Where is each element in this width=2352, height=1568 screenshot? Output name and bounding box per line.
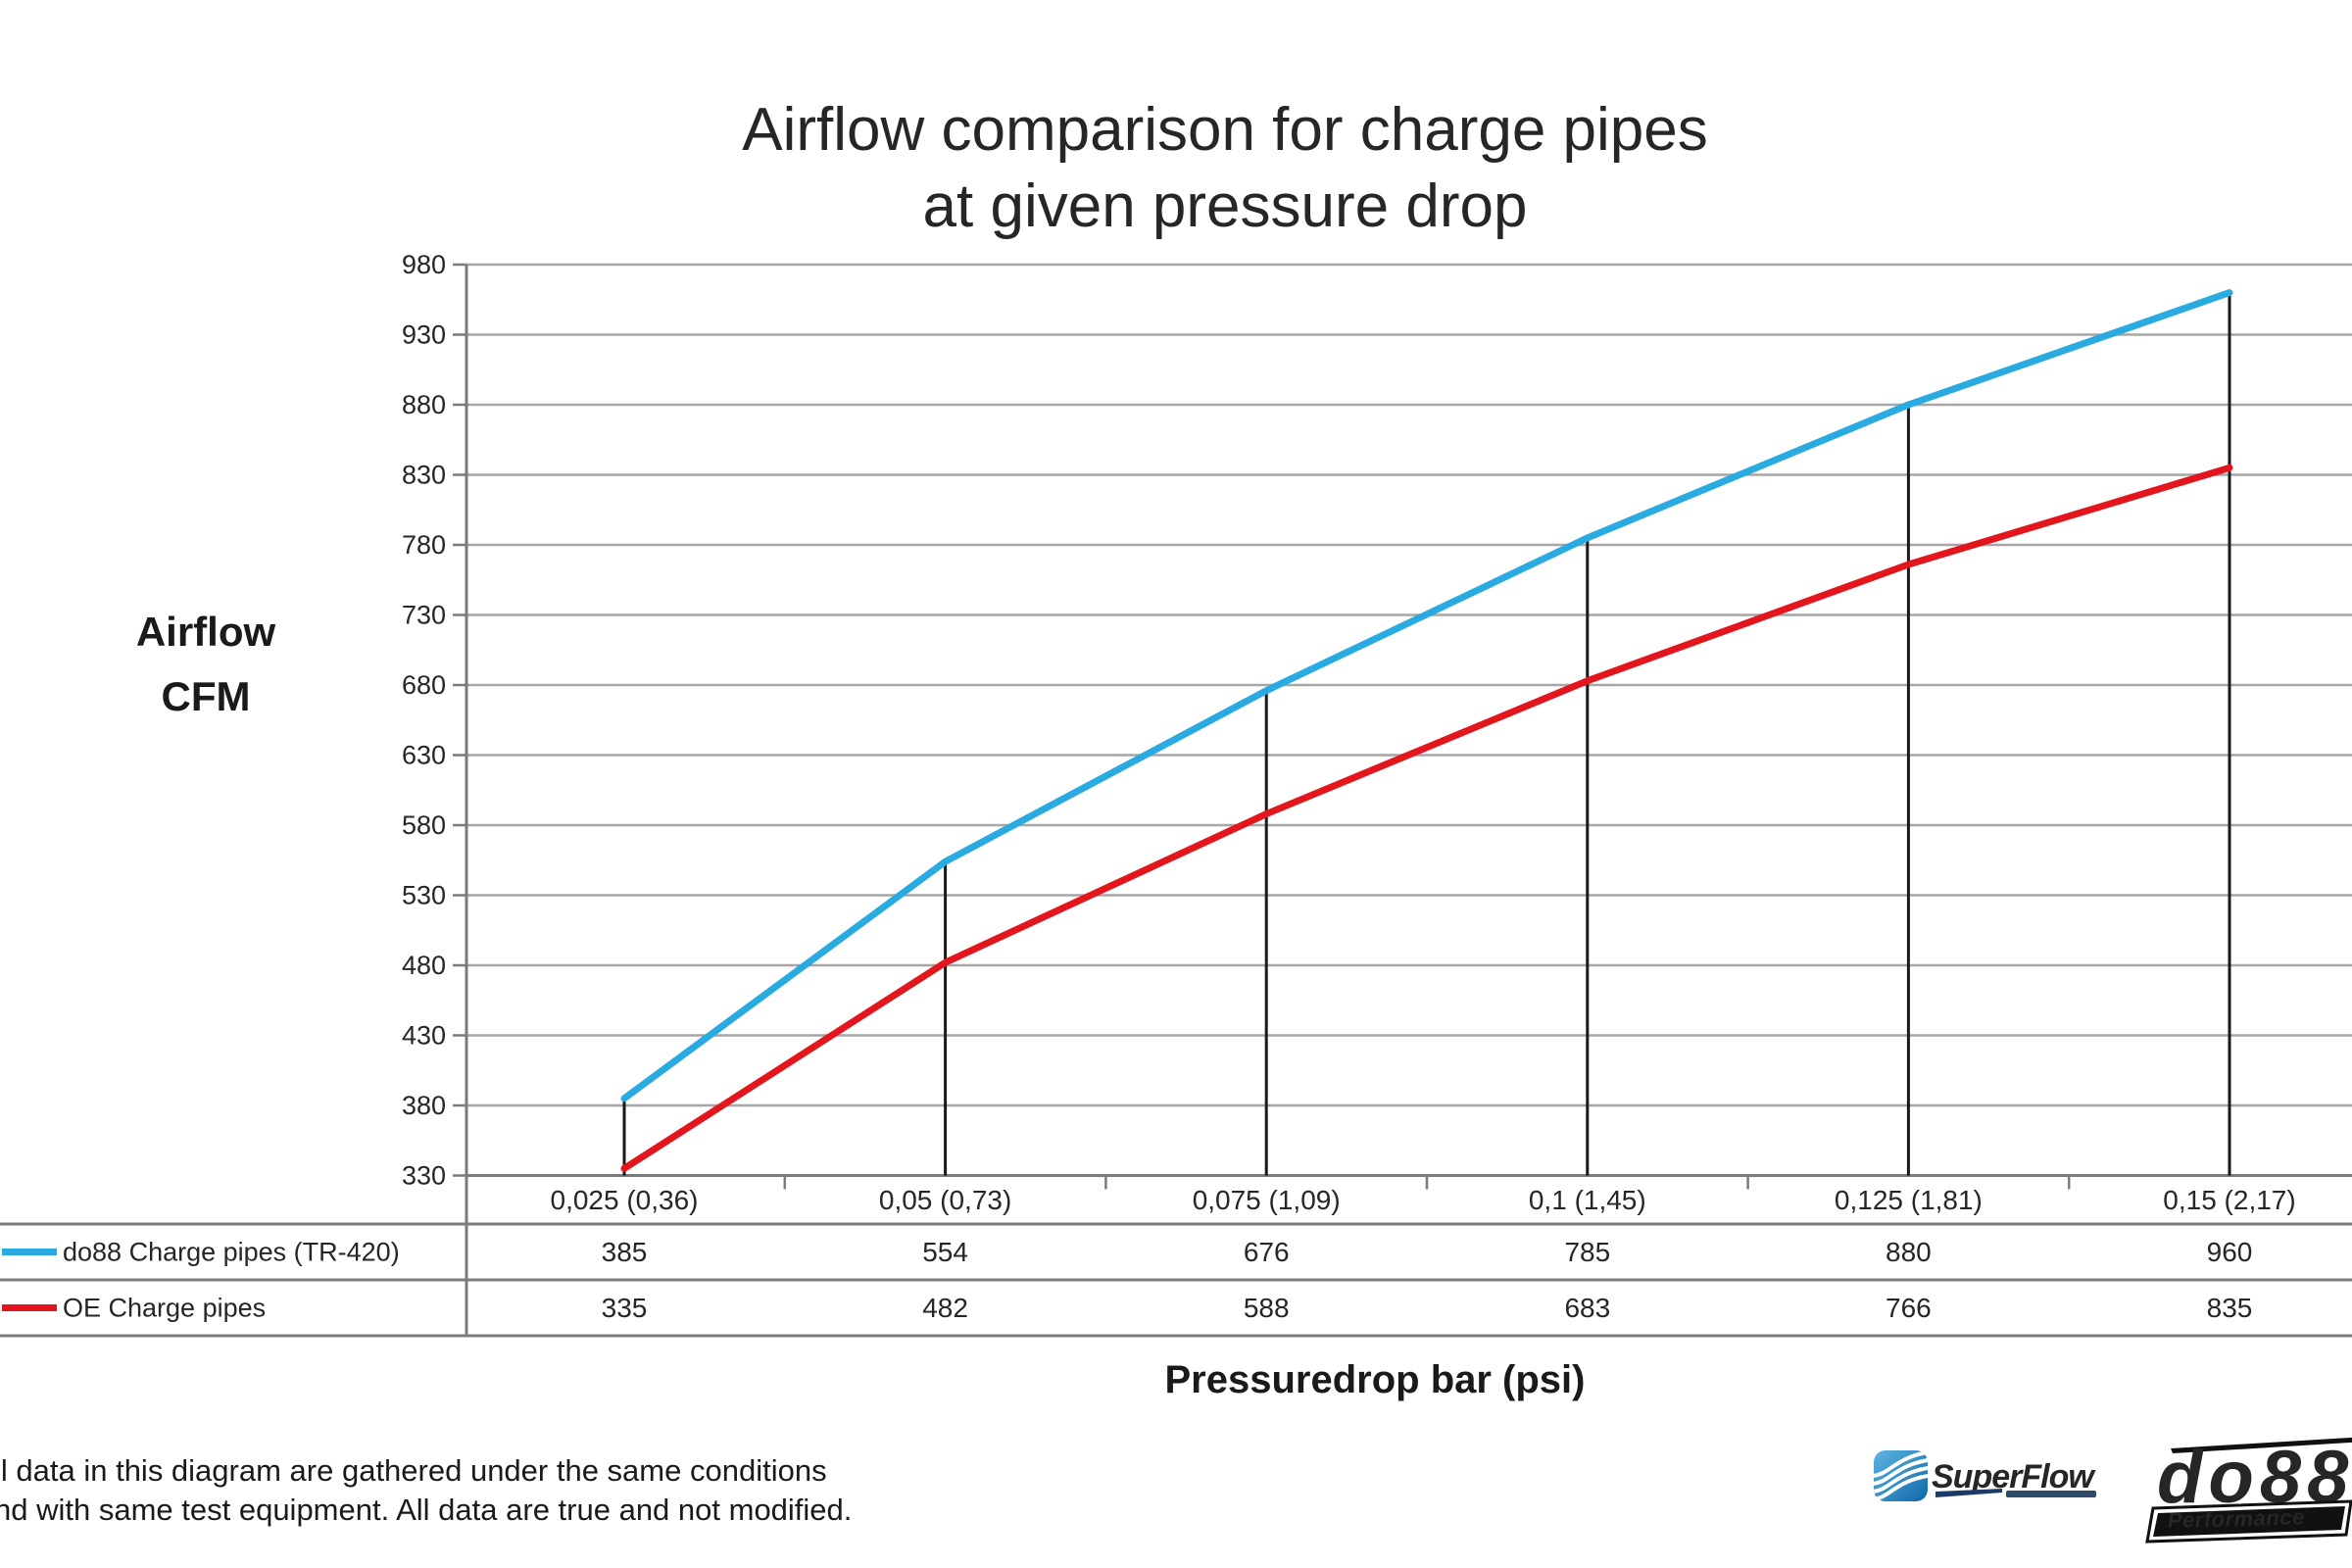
value-cell: 766 <box>1886 1293 1932 1323</box>
y-tick-label: 580 <box>402 810 446 840</box>
value-cell: 335 <box>602 1293 648 1323</box>
y-tick-label: 630 <box>402 741 446 770</box>
superflow-icon <box>1874 1450 1928 1501</box>
category-label: 0,1 (1,45) <box>1529 1185 1646 1215</box>
category-label: 0,05 (0,73) <box>879 1185 1011 1215</box>
footnote: ll data in this diagram are gathered und… <box>0 1451 1366 1530</box>
y-tick-label: 480 <box>402 951 446 980</box>
y-tick-label: 980 <box>402 250 446 279</box>
legend-label: do88 Charge pipes (TR-420) <box>63 1238 400 1267</box>
value-cell: 785 <box>1564 1237 1610 1267</box>
do88-swoosh <box>2171 1437 2352 1453</box>
category-label: 0,15 (2,17) <box>2163 1185 2295 1215</box>
y-axis-label-line2: CFM <box>161 673 251 719</box>
y-tick-label: 780 <box>402 530 446 560</box>
y-tick-label: 680 <box>402 670 446 700</box>
superflow-tagline-strip <box>2006 1491 2096 1497</box>
series-line-oe <box>620 464 2233 1172</box>
value-cell: 880 <box>1886 1237 1932 1267</box>
superflow-underline-swoosh <box>1936 1489 2002 1497</box>
footnote-line1: ll data in this diagram are gathered und… <box>0 1453 827 1488</box>
superflow-logo: SuperFlow <box>1874 1450 2097 1501</box>
superflow-wordmark: SuperFlow <box>1932 1458 2096 1495</box>
y-tick-label: 830 <box>402 461 446 490</box>
y-tick-label: 530 <box>402 881 446 910</box>
category-label: 0,025 (0,36) <box>551 1185 699 1215</box>
y-tick-label: 430 <box>402 1021 446 1051</box>
y-axis-label-line1: Airflow <box>135 609 276 655</box>
legend-label: OE Charge pipes <box>63 1294 266 1323</box>
y-tick-label: 880 <box>402 390 446 419</box>
value-cell: 385 <box>602 1237 648 1267</box>
value-cell: 482 <box>922 1293 968 1323</box>
do88-band <box>2153 1506 2345 1537</box>
category-label: 0,075 (1,09) <box>1193 1185 1341 1215</box>
y-tick-label: 930 <box>402 320 446 350</box>
do88-logo: do88 Performance <box>2145 1436 2352 1544</box>
x-axis-title: Pressuredrop bar (psi) <box>1164 1358 1586 1401</box>
y-tick-label: 330 <box>402 1161 446 1191</box>
chart-title: Airflow comparison for charge pipes at g… <box>147 92 2303 245</box>
category-label: 0,125 (1,81) <box>1835 1185 1983 1215</box>
do88-performance-text: Performance <box>2167 1504 2305 1533</box>
chart-title-line2: at given pressure drop <box>922 172 1528 240</box>
value-cell: 676 <box>1244 1237 1290 1267</box>
series-line-do88 <box>620 289 2233 1102</box>
value-cell: 554 <box>922 1237 968 1267</box>
value-cell: 960 <box>2207 1237 2253 1267</box>
y-tick-label: 380 <box>402 1091 446 1120</box>
chart-title-line1: Airflow comparison for charge pipes <box>742 96 1708 164</box>
y-axis-label: Airflow CFM <box>108 600 304 729</box>
y-tick-label: 730 <box>402 601 446 630</box>
value-cell: 683 <box>1564 1293 1610 1323</box>
value-cell: 835 <box>2207 1293 2253 1323</box>
footnote-line2: nd with same test equipment. All data ar… <box>0 1493 853 1527</box>
value-cell: 588 <box>1244 1293 1290 1323</box>
do88-band-border <box>2145 1499 2352 1544</box>
